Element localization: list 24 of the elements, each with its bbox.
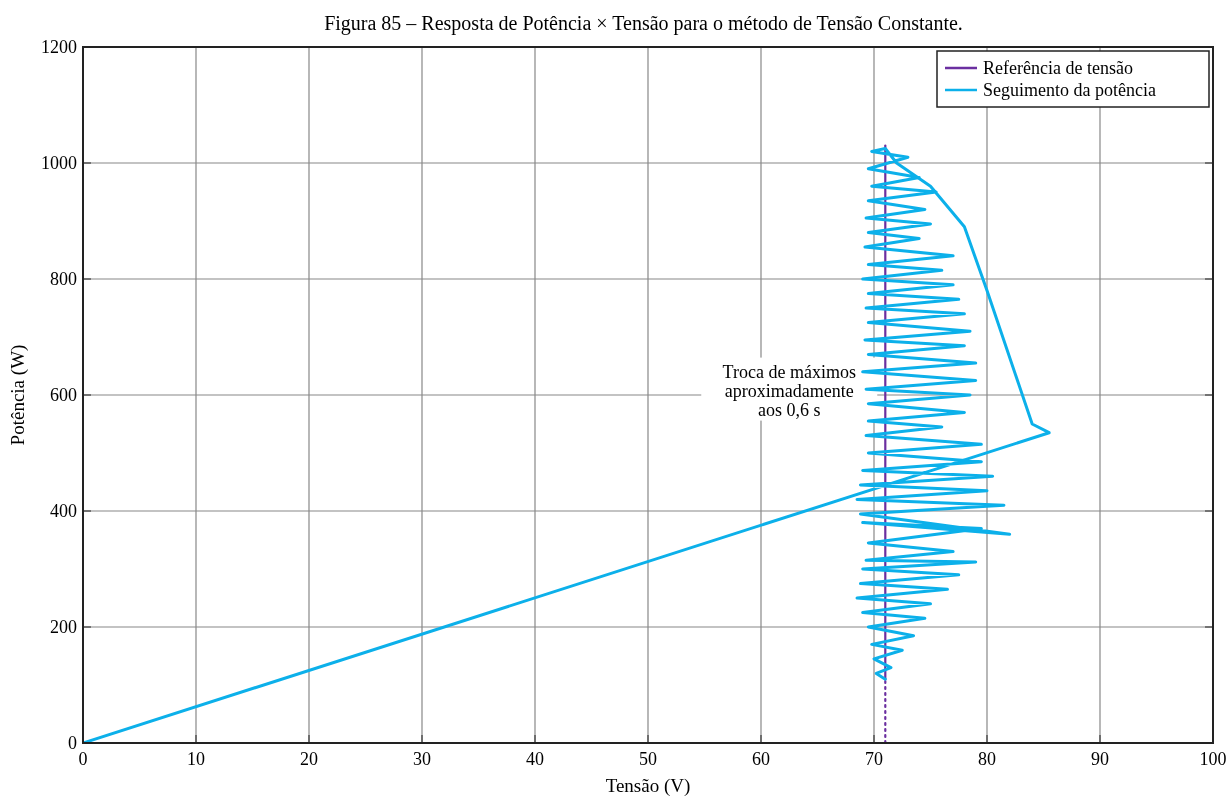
y-tick-label: 600 — [50, 385, 77, 405]
y-tick-label: 1200 — [41, 37, 77, 57]
x-tick-label: 70 — [865, 749, 883, 769]
y-tick-label: 0 — [68, 733, 77, 753]
x-tick-label: 100 — [1199, 749, 1227, 769]
chart-title: Figura 85 – Resposta de Potência × Tensão para o método de Tensão Constante. — [324, 12, 963, 35]
x-tick-label: 80 — [978, 749, 996, 769]
x-tick-label: 60 — [752, 749, 770, 769]
x-tick-label: 20 — [300, 749, 318, 769]
x-tick-label: 30 — [413, 749, 431, 769]
line-series — [83, 147, 1051, 743]
annotation: Troca de máximos aproximadamente aos 0,6 s — [722, 361, 856, 420]
x-axis-title: Tensão (V) — [605, 775, 691, 797]
x-tick-label: 40 — [526, 749, 544, 769]
y-axis-title: Potência (W) — [7, 344, 29, 446]
x-tick-label: 50 — [639, 749, 657, 769]
legend-label: Referência de tensão — [983, 58, 1133, 78]
y-tick-label: 1000 — [41, 153, 77, 173]
x-tick-label: 10 — [187, 749, 205, 769]
y-tick-label: 200 — [50, 617, 77, 637]
x-tick-label: 90 — [1091, 749, 1109, 769]
y-tick-label: 400 — [50, 501, 77, 521]
legend-label: Seguimento da potência — [983, 80, 1156, 100]
y-tick-label: 800 — [50, 269, 77, 289]
